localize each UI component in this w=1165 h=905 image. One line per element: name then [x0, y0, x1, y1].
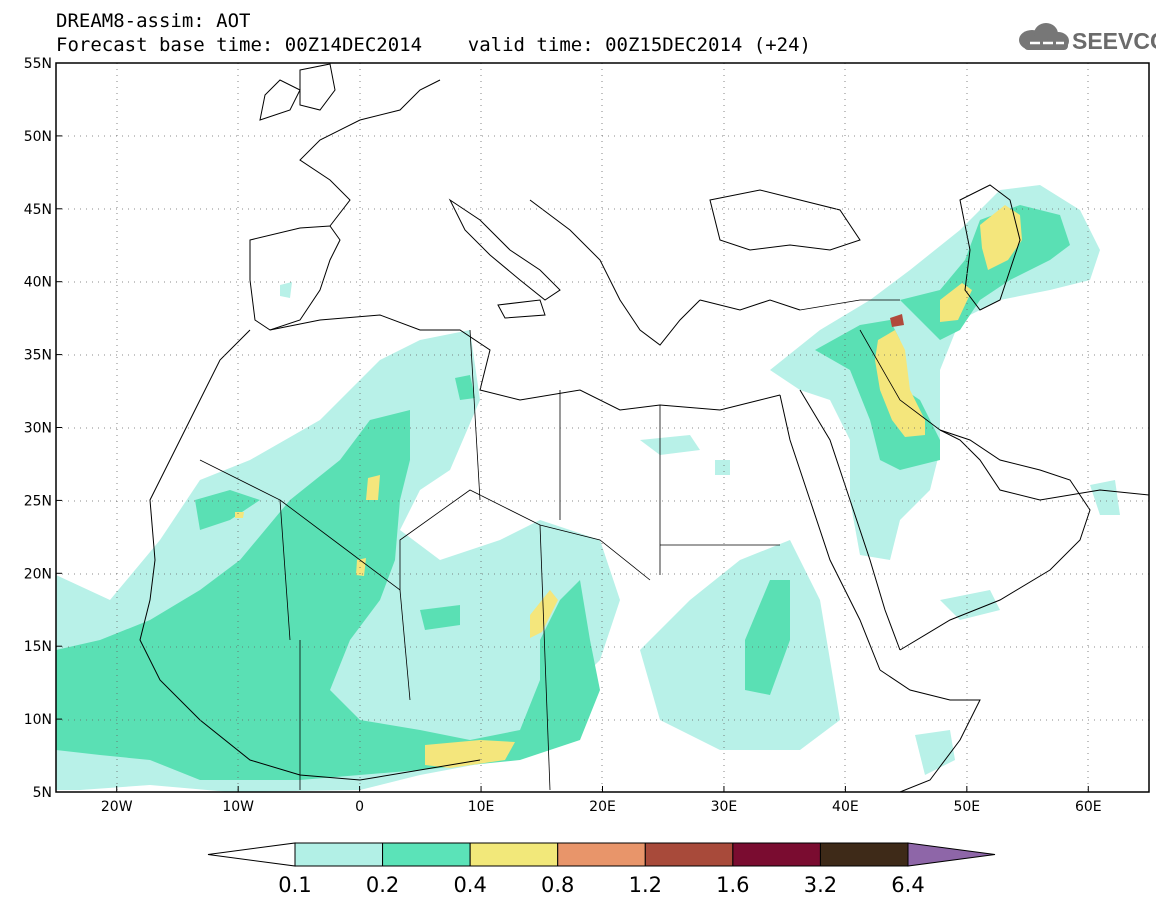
lon-tick-label: 60E [1075, 799, 1102, 815]
country-borders [199, 299, 941, 791]
cloud-icon [1019, 23, 1069, 50]
lon-tick-label: 50E [953, 799, 980, 815]
colorbar-swatch [819, 842, 909, 867]
colorbar-label: 1.2 [629, 873, 662, 897]
colorbar-label: 0.1 [278, 873, 311, 897]
lon-tick-label: 10E [468, 799, 495, 815]
graticule [56, 63, 1149, 792]
lat-tick-label: 55N [24, 56, 52, 72]
colorbar-swatch [557, 842, 646, 867]
lat-tick-label: 50N [24, 129, 52, 145]
map-title: DREAM8-assim: AOT [56, 10, 251, 32]
colorbar-label: 3.2 [804, 873, 837, 897]
lon-tick-label: 0 [355, 799, 364, 815]
coastlines [139, 63, 1149, 792]
latitude-axis: 55N 50N 45N 40N 35N 30N 25N 20N 15N 10N 5N [24, 56, 62, 801]
lat-tick-label: 40N [24, 275, 52, 291]
colorbar-label: 0.4 [453, 873, 486, 897]
longitude-axis: 20W 10W 0 10E 20E 30E 40E 50E 60E [101, 786, 1102, 815]
forecast-time-line: Forecast base time: 00Z14DEC2014 valid t… [56, 34, 811, 56]
lat-tick-label: 5N [33, 785, 52, 801]
lat-tick-label: 30N [24, 421, 52, 437]
colorbar-under-triangle [207, 842, 296, 867]
aot-level-1.2 [890, 314, 904, 327]
colorbar-label: 0.2 [366, 873, 399, 897]
colorbar-swatch [644, 842, 734, 867]
colorbar-swatch [732, 842, 821, 867]
lat-tick-label: 25N [24, 493, 52, 509]
lat-tick-label: 45N [24, 202, 52, 218]
lon-tick-label: 20W [101, 799, 133, 815]
colorbar-swatch [382, 842, 471, 867]
lon-tick-label: 20E [589, 799, 616, 815]
colorbar-swatch [294, 842, 384, 867]
colorbar-label: 1.6 [716, 873, 749, 897]
lat-tick-label: 35N [24, 348, 52, 364]
aot-level-0.4 [235, 205, 1022, 768]
colorbar: 0.1 0.2 0.4 0.8 1.2 1.6 3.2 6.4 [207, 842, 996, 897]
colorbar-swatch [469, 842, 559, 867]
lat-tick-label: 20N [24, 566, 52, 582]
logo-text: SEEVCCC [1072, 28, 1156, 54]
lon-tick-label: 10W [222, 799, 254, 815]
colorbar-label: 0.8 [541, 873, 574, 897]
colorbar-label: 6.4 [891, 873, 924, 897]
lat-tick-label: 15N [24, 639, 52, 655]
lon-tick-label: 30E [711, 799, 738, 815]
lon-tick-label: 40E [832, 799, 859, 815]
seevccc-logo: SEEVCCC [1019, 23, 1156, 54]
lat-tick-label: 10N [24, 712, 52, 728]
colorbar-over-triangle [907, 842, 996, 867]
map-plot-area [56, 63, 1149, 792]
